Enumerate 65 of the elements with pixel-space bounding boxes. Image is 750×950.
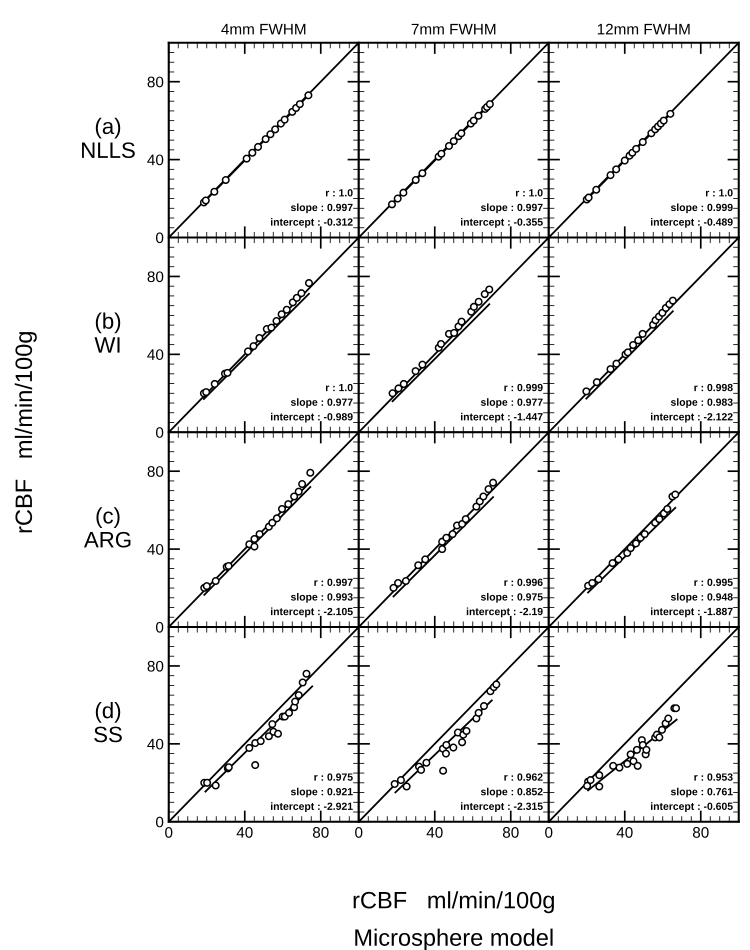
y-tick-label: 0 bbox=[156, 232, 164, 244]
annotation: r : 1.0 bbox=[326, 189, 353, 196]
x-tick-label: 40 bbox=[236, 827, 253, 838]
annotation: r : 0.999 bbox=[504, 384, 543, 392]
annotation: r : 0.995 bbox=[694, 578, 733, 586]
y-tick-label: 40 bbox=[147, 154, 164, 166]
annotation: slope : 0.977 bbox=[290, 398, 353, 408]
annotation: r : 1.0 bbox=[516, 189, 543, 196]
chart-title: 12mm FWHM bbox=[598, 24, 690, 34]
y-axis-title: (b) WI bbox=[94, 312, 120, 353]
annotation: slope : 0.997 bbox=[290, 203, 353, 214]
y-tick-label: 80 bbox=[148, 271, 164, 282]
y-tick-label: 80 bbox=[148, 76, 164, 88]
annotation: slope : 0.948 bbox=[670, 592, 733, 603]
annotation: slope : 0.977 bbox=[480, 398, 543, 408]
x-tick-label: 40 bbox=[426, 827, 443, 838]
annotation: slope : 0.852 bbox=[480, 788, 543, 798]
y-tick-label: 0 bbox=[156, 622, 164, 633]
x-tick-label: 80 bbox=[692, 827, 709, 838]
y-tick-label: 40 bbox=[147, 544, 164, 555]
y-tick-label: 0 bbox=[156, 816, 164, 828]
annotation: slope : 0.997 bbox=[480, 203, 543, 214]
annotation: intercept : -2.105 bbox=[271, 608, 353, 618]
x-tick-label: 40 bbox=[616, 827, 633, 838]
annotation: intercept : -2.315 bbox=[461, 802, 543, 812]
annotation: intercept : -0.355 bbox=[461, 218, 543, 228]
annotation: intercept : -2.122 bbox=[651, 412, 733, 423]
x-tick-label: 0 bbox=[545, 827, 552, 838]
y-axis-title: (a) NLLS bbox=[82, 118, 135, 158]
annotation: slope : 0.761 bbox=[670, 788, 733, 798]
annotation: intercept : -1.447 bbox=[461, 412, 543, 423]
annotation: r : 0.975 bbox=[314, 773, 353, 781]
text: rCBF ml/min/100g bbox=[14, 332, 37, 532]
x-tick-label: 80 bbox=[502, 827, 519, 838]
annotation: slope : 0.921 bbox=[290, 788, 353, 798]
y-tick-label: 40 bbox=[147, 738, 164, 750]
annotation: intercept : -1.887 bbox=[651, 608, 733, 618]
x-tick-label: 0 bbox=[355, 827, 362, 838]
annotation: intercept : -0.312 bbox=[271, 218, 353, 228]
annotation: intercept : -2.921 bbox=[271, 802, 353, 812]
annotation: r : 1.0 bbox=[706, 189, 733, 196]
annotation: r : 0.998 bbox=[694, 384, 733, 392]
y-tick-label: 80 bbox=[148, 466, 164, 477]
annotation: slope : 0.999 bbox=[670, 203, 733, 214]
y-axis-title: (d) SS bbox=[94, 702, 122, 742]
annotation: r : 1.0 bbox=[326, 384, 353, 392]
annotation: intercept : -2.19 bbox=[466, 608, 543, 618]
annotation: slope : 0.993 bbox=[290, 592, 353, 603]
annotation: r : 0.962 bbox=[504, 773, 543, 781]
annotation: r : 0.996 bbox=[504, 578, 543, 586]
annotation: intercept : -0.489 bbox=[651, 218, 733, 228]
annotation: r : 0.997 bbox=[314, 578, 353, 586]
y-tick-label: 80 bbox=[148, 660, 164, 672]
chart-title: 7mm FWHM bbox=[412, 24, 496, 34]
annotation: slope : 0.975 bbox=[480, 592, 543, 603]
annotation: intercept : -0.605 bbox=[651, 802, 733, 812]
y-tick-label: 40 bbox=[147, 349, 164, 360]
y-axis-title: (c) ARG bbox=[84, 507, 130, 548]
annotation: r : 0.953 bbox=[694, 773, 733, 781]
chart-title: 4mm FWHM bbox=[221, 24, 306, 34]
x-tick-label: 0 bbox=[165, 827, 172, 838]
x-tick-label: 80 bbox=[312, 827, 329, 838]
annotation: slope : 0.983 bbox=[670, 398, 733, 408]
y-tick-label: 0 bbox=[156, 427, 164, 438]
annotation: intercept : -0.989 bbox=[271, 412, 353, 423]
